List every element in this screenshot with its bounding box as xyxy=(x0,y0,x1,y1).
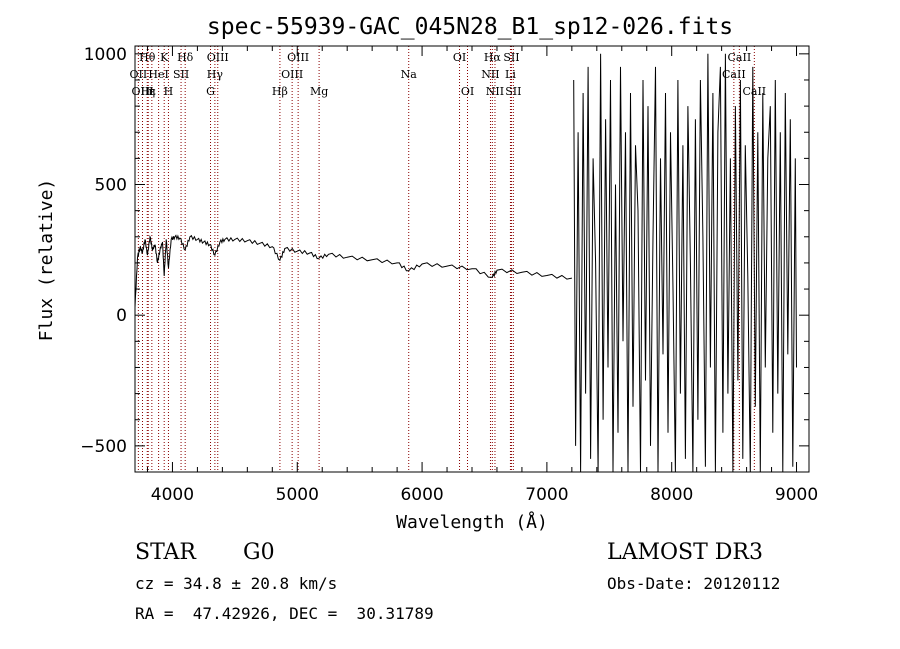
subclass: G0 xyxy=(243,540,275,565)
y-tick-label: 500 xyxy=(95,176,127,196)
line-marker-label: SII xyxy=(505,85,521,98)
x-tick-label: 4000 xyxy=(151,485,194,505)
series-line-noise xyxy=(573,53,797,473)
x-tick-label: 8000 xyxy=(650,485,693,505)
line-marker-label: SII xyxy=(503,51,519,64)
line-marker-label: G xyxy=(206,85,215,98)
x-tick-label: 5000 xyxy=(276,485,319,505)
line-marker-label: CaII xyxy=(722,68,746,81)
y-axis: −500 0 500 1000 xyxy=(80,45,809,473)
line-marker-label: NII xyxy=(481,68,499,81)
line-marker-label: OII xyxy=(130,68,148,81)
line-marker-label: Hε xyxy=(141,85,157,98)
line-marker-label: NII xyxy=(486,85,504,98)
line-marker-label: OI xyxy=(461,85,474,98)
x-tick-label: 9000 xyxy=(775,485,818,505)
line-marker-label: Hθ xyxy=(139,51,156,64)
chart-title: spec-55939-GAC_045N28_B1_sp12-026.fits xyxy=(207,14,733,40)
line-marker-label: Na xyxy=(401,68,418,81)
line-marker-label: OIII xyxy=(281,68,303,81)
series-line-spectrum xyxy=(134,234,572,308)
survey-name: LAMOST DR3 xyxy=(607,540,763,565)
x-axis: 4000 5000 6000 7000 8000 9000 xyxy=(146,46,818,505)
y-tick-label: −500 xyxy=(80,437,127,457)
coordinates: RA = 47.42926, DEC = 30.31789 xyxy=(135,604,434,623)
spectrum-series xyxy=(134,53,797,473)
line-marker-label: SII xyxy=(173,68,189,81)
y-axis-label: Flux (relative) xyxy=(36,179,57,342)
line-marker-label: OIII xyxy=(207,51,229,64)
line-marker-label: Mg xyxy=(310,85,328,98)
y-tick-label: 1000 xyxy=(84,45,127,65)
redshift-cz: cz = 34.8 ± 20.8 km/s xyxy=(135,574,338,593)
line-marker-label: HeI xyxy=(148,68,168,81)
y-tick-label: 0 xyxy=(116,306,127,326)
x-axis-label: Wavelength (Å) xyxy=(396,511,548,533)
line-marker-label: Hβ xyxy=(272,85,288,98)
line-marker-label: Hγ xyxy=(207,68,224,81)
x-tick-label: 6000 xyxy=(400,485,443,505)
line-marker-label: CaII xyxy=(728,51,752,64)
line-marker-label: Hδ xyxy=(177,51,194,64)
line-marker-label: OIII xyxy=(131,85,153,98)
line-marker-label: K xyxy=(160,51,169,64)
line-marker-label: η xyxy=(149,85,156,98)
obs-date: Obs-Date: 20120112 xyxy=(607,574,781,593)
object-class: STAR xyxy=(135,540,196,565)
x-tick-label: 7000 xyxy=(525,485,568,505)
line-marker-label: Li xyxy=(505,68,516,81)
line-marker-label: OIII xyxy=(287,51,309,64)
line-marker-label: OI xyxy=(453,51,466,64)
line-marker-label: Hα xyxy=(484,51,502,64)
line-marker-label: CaII xyxy=(742,85,766,98)
line-marker-label: H xyxy=(164,85,174,98)
